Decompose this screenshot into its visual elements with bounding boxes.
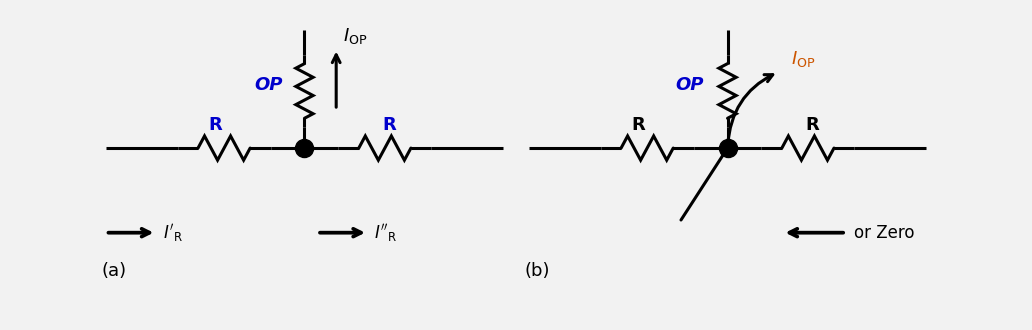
Text: $I_{\mathrm{OP}}$: $I_{\mathrm{OP}}$: [791, 49, 815, 69]
Text: OP: OP: [254, 76, 283, 94]
Text: or Zero: or Zero: [854, 224, 915, 242]
Text: (b): (b): [524, 262, 550, 280]
Text: R: R: [632, 116, 646, 134]
Text: R: R: [208, 116, 223, 134]
Text: (a): (a): [101, 262, 127, 280]
Text: $I'_\mathrm{R}$: $I'_\mathrm{R}$: [163, 222, 183, 244]
Text: R: R: [805, 116, 819, 134]
Text: OP: OP: [675, 76, 704, 94]
Text: $I''_\mathrm{R}$: $I''_\mathrm{R}$: [375, 222, 397, 244]
Text: R: R: [382, 116, 396, 134]
Text: $I_{\mathrm{OP}}$: $I_{\mathrm{OP}}$: [343, 26, 367, 46]
